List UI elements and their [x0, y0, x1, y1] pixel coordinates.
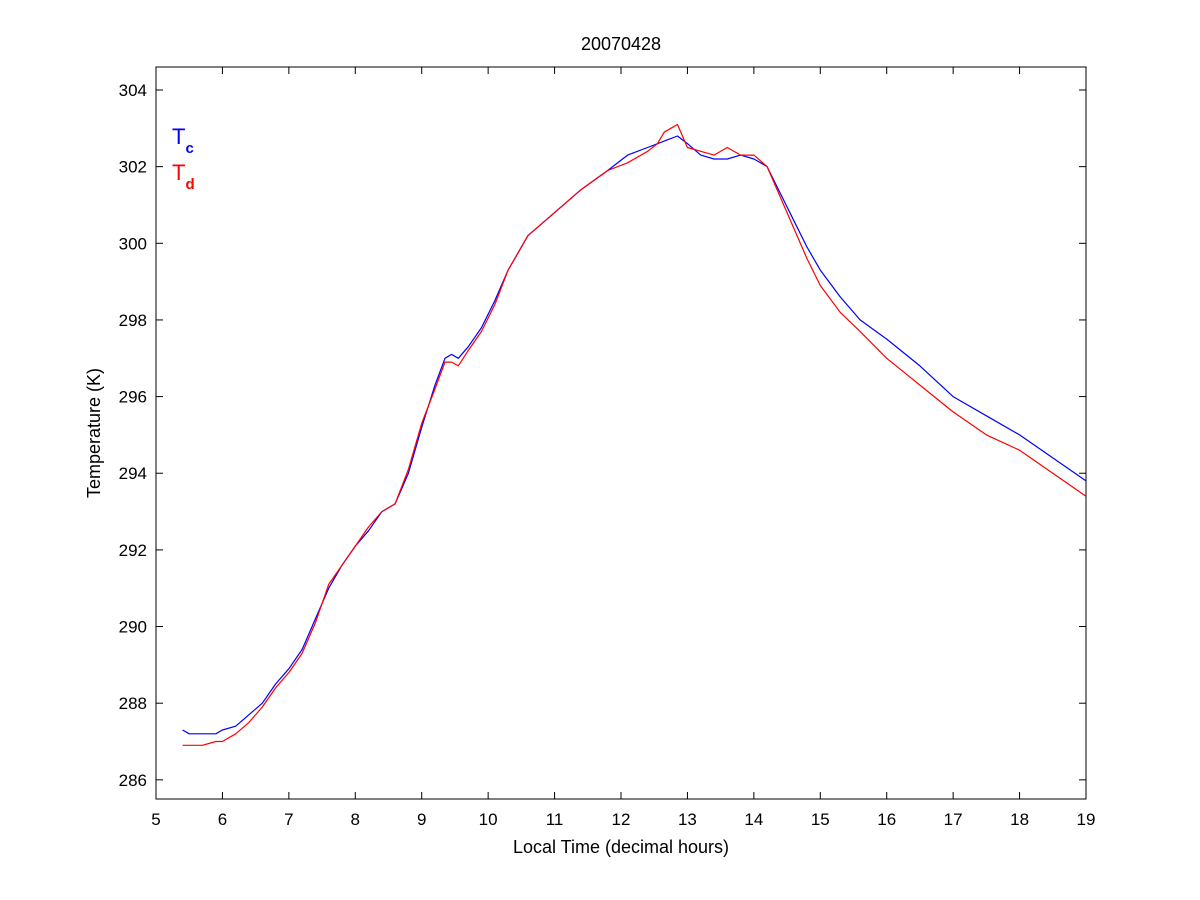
legend-entry-tc: Tc [172, 124, 194, 157]
y-tick-label: 290 [119, 618, 147, 637]
y-tick-label: 298 [119, 311, 147, 330]
y-tick-label: 302 [119, 158, 147, 177]
legend-tc-sub: c [185, 140, 193, 157]
series-layer [182, 123, 1087, 746]
y-tick-label: 288 [119, 694, 147, 713]
plot-area [155, 66, 1087, 800]
x-tick-label: 19 [1077, 810, 1096, 829]
legend: Tc Td [172, 124, 195, 193]
legend-td-main: T [172, 160, 185, 185]
x-tick-label: 6 [218, 810, 227, 829]
x-tick-label: 12 [612, 810, 631, 829]
series-line-td [182, 123, 1087, 746]
y-axis-ticks: 286 288 290 292 294 296 298 300 302 304 [119, 81, 1086, 790]
legend-tc-main: T [172, 124, 185, 149]
x-tick-label: 10 [479, 810, 498, 829]
x-tick-label: 14 [744, 810, 763, 829]
y-tick-label: 294 [119, 464, 147, 483]
x-tick-label: 13 [678, 810, 697, 829]
y-axis-title: Temperature (K) [84, 368, 104, 498]
x-tick-label: 18 [1010, 810, 1029, 829]
x-tick-label: 11 [546, 810, 564, 829]
y-tick-label: 292 [119, 541, 147, 560]
y-tick-label: 304 [119, 81, 147, 100]
x-tick-label: 15 [811, 810, 830, 829]
x-tick-label: 7 [284, 810, 293, 829]
y-tick-label: 286 [119, 771, 147, 790]
x-axis-title: Local Time (decimal hours) [513, 837, 729, 857]
x-tick-label: 9 [417, 810, 426, 829]
y-tick-label: 300 [119, 234, 147, 253]
x-tick-label: 17 [944, 810, 963, 829]
x-axis-ticks: 5 6 7 8 9 10 11 12 13 14 15 16 17 18 19 [151, 67, 1095, 829]
legend-td-sub: d [185, 176, 194, 193]
legend-entry-td: Td [172, 160, 195, 193]
x-tick-label: 5 [151, 810, 160, 829]
x-tick-label: 8 [351, 810, 360, 829]
y-tick-label: 296 [119, 388, 147, 407]
chart-title: 20070428 [581, 34, 661, 54]
x-tick-label: 16 [877, 810, 896, 829]
